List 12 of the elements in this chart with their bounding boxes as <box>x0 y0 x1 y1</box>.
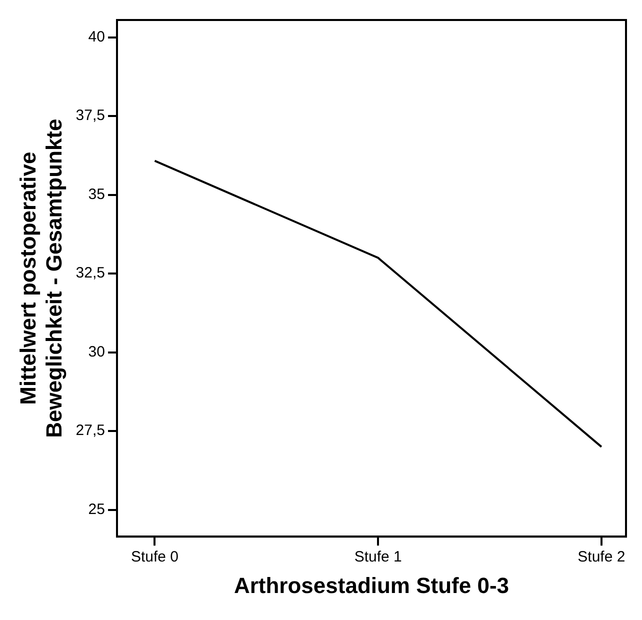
x-tick-label: Stufe 1 <box>354 548 402 566</box>
x-tick-label: Stufe 0 <box>130 548 179 566</box>
y-tick-label: 37,5 <box>76 107 105 124</box>
x-axis-title: Arthrosestadium Stufe 0-3 <box>234 572 510 598</box>
y-axis-title: Mittelwert postoperative Beweglichkeit - Gesamtpunkte <box>15 118 67 438</box>
y-tick-label: 27,5 <box>76 422 105 440</box>
y-tick-label: 35 <box>88 186 105 203</box>
y-tick-label: 25 <box>88 500 105 518</box>
x-tick-label: Stufe 2 <box>578 548 626 566</box>
y-tick-label: 30 <box>88 343 105 360</box>
y-tick-label: 32,5 <box>76 264 105 282</box>
y-tick-label: 40 <box>88 28 105 46</box>
